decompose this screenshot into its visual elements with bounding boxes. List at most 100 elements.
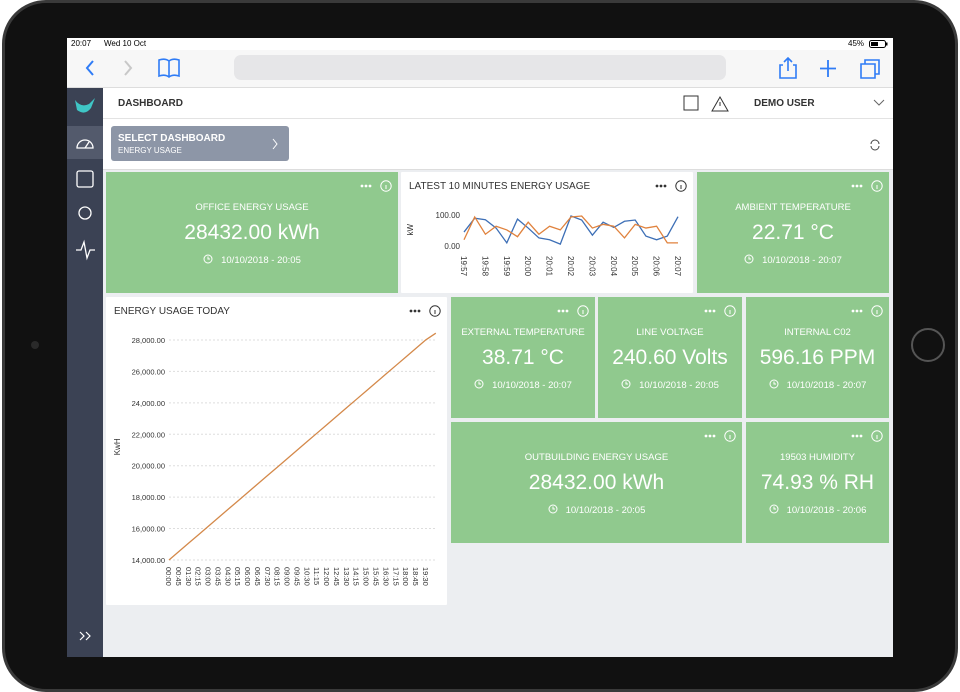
menu-dot — [417, 309, 421, 313]
menu-dot — [565, 309, 569, 313]
clock-hands — [773, 381, 776, 385]
tile[interactable]: OUTBUILDING ENERGY USAGE 28432.00 kWh 10/1… — [451, 422, 742, 543]
clock-hands — [207, 256, 211, 260]
date: Wed 10 Oct — [104, 39, 147, 48]
info-button[interactable] — [380, 180, 392, 192]
menu-dot — [859, 434, 863, 438]
y-tick-label: 14,000.00 — [132, 556, 165, 565]
x-tick-label: 03:45 — [213, 567, 222, 586]
x-tick-label: 02:15 — [194, 567, 203, 586]
clock-hands — [552, 506, 555, 510]
info-button[interactable] — [429, 305, 441, 317]
x-tick-label: 18:00 — [401, 567, 410, 586]
nav-settings[interactable] — [78, 206, 92, 220]
chart-title: ENERGY USAGE TODAY — [114, 306, 230, 317]
tile-value: 28432.00 kWh — [528, 471, 665, 494]
clock-hands — [748, 256, 752, 260]
sidebar-icons — [67, 98, 103, 641]
x-tick-label: 00:45 — [174, 567, 183, 586]
clock-face — [744, 254, 754, 264]
share-button[interactable] — [779, 56, 797, 79]
y-tick-label: 24,000.00 — [132, 399, 165, 408]
alerts-button[interactable] — [711, 95, 729, 112]
x-tick-label: 19:59 — [502, 256, 511, 277]
menu-dot — [712, 434, 716, 438]
tile[interactable]: AMBIENT TEMPERATURE 22.71 °C 10/10/2018 - … — [697, 172, 889, 293]
x-tick-label: 09:00 — [283, 567, 292, 586]
x-tick-label: 19:58 — [480, 256, 489, 277]
clock-hands — [625, 381, 629, 385]
status-bar: 20:07 Wed 10 Oct 45% — [67, 38, 893, 50]
nav-controls[interactable] — [76, 170, 94, 188]
camera — [31, 341, 39, 349]
tile[interactable]: 19503 HUMIDITY 74.93 % RH 10/10/2018 - 20:… — [746, 422, 889, 543]
menu-dot — [659, 184, 663, 188]
x-tick-label: 20:05 — [630, 256, 639, 277]
home-button[interactable] — [911, 328, 945, 362]
dashboard-selector[interactable]: SELECT DASHBOARD ENERGY USAGE — [111, 126, 289, 161]
menu-dot — [855, 434, 859, 438]
info-button[interactable] — [871, 305, 883, 317]
tile[interactable]: INTERNAL C02 596.16 PPM 10/10/2018 - 20:07 — [746, 297, 889, 418]
forward-button[interactable] — [124, 60, 133, 76]
chart-card: LATEST 10 MINUTES ENERGY USAGE kW 0.00 100… — [401, 172, 693, 293]
user-menu[interactable] — [873, 99, 885, 107]
address-field[interactable] — [234, 55, 726, 80]
sidebar — [67, 88, 103, 657]
x-tick-label: 11:15 — [312, 567, 321, 585]
menu-dot — [409, 309, 413, 313]
x-tick-label: 20:07 — [673, 256, 682, 277]
x-tick-label: 03:00 — [204, 567, 213, 586]
x-tick-label: 09:45 — [292, 567, 301, 586]
menu-dot — [859, 309, 863, 313]
bookmarks-button[interactable] — [158, 58, 180, 78]
info-button[interactable] — [724, 430, 736, 442]
clock-face — [203, 254, 213, 264]
tile[interactable]: LINE VOLTAGE 240.60 Volts 10/10/2018 - 20:… — [598, 297, 742, 418]
tile[interactable]: OFFICE ENERGY USAGE 28432.00 kWh 10/10/201… — [106, 172, 398, 293]
clock-icon — [621, 379, 631, 389]
info-button[interactable] — [871, 180, 883, 192]
tile-time: 10/10/2018 - 20:07 — [697, 254, 889, 266]
menu-dot — [851, 309, 855, 313]
refresh-button[interactable] — [869, 139, 881, 151]
info-button[interactable] — [871, 430, 883, 442]
y-axis-label: KwH — [113, 438, 122, 455]
back-button[interactable] — [85, 60, 94, 76]
tile-title: OUTBUILDING ENERGY USAGE — [524, 452, 669, 463]
y-tick-label: 26,000.00 — [132, 367, 165, 376]
info-button[interactable] — [724, 305, 736, 317]
filter-button[interactable] — [683, 95, 699, 111]
tile-time: 10/10/2018 - 20:07 — [746, 379, 889, 391]
chart-title: LATEST 10 MINUTES ENERGY USAGE — [409, 181, 591, 192]
menu-dot — [655, 184, 659, 188]
info-button[interactable] — [577, 305, 589, 317]
x-tick-label: 16:30 — [381, 567, 390, 586]
user-name[interactable]: DEMO USER — [754, 98, 815, 109]
x-tick-label: 04:30 — [223, 567, 232, 586]
info-button[interactable] — [675, 180, 687, 192]
battery-level: 45% — [848, 39, 865, 48]
x-tick-label: 20:06 — [652, 256, 661, 277]
tile[interactable]: EXTERNAL TEMPERATURE 38.71 °C 10/10/2018 -… — [451, 297, 595, 418]
clock-icon — [548, 504, 558, 514]
x-tick-label: 10:30 — [302, 567, 311, 586]
menu-dot — [851, 184, 855, 188]
x-tick-label: 06:00 — [243, 567, 252, 586]
tile-title: 19503 HUMIDITY — [780, 452, 855, 463]
selector-value: ENERGY USAGE — [118, 146, 182, 155]
tile-value: 22.71 °C — [752, 221, 834, 244]
tabs-button[interactable] — [860, 59, 880, 79]
app-header: DASHBOARD DEMO USER — [103, 88, 893, 119]
menu-dot — [708, 434, 712, 438]
expand-sidebar[interactable] — [79, 631, 91, 641]
y-tick-label: 0.00 — [444, 242, 460, 251]
clock: 20:07 — [71, 39, 92, 48]
x-tick-label: 20:01 — [545, 256, 554, 277]
nav-dashboard[interactable] — [76, 139, 94, 149]
clock-icon — [474, 379, 484, 389]
tile-time: 10/10/2018 - 20:06 — [746, 504, 889, 516]
data-line — [463, 215, 678, 244]
new-tab-button[interactable] — [820, 60, 836, 77]
nav-activity[interactable] — [76, 239, 95, 261]
